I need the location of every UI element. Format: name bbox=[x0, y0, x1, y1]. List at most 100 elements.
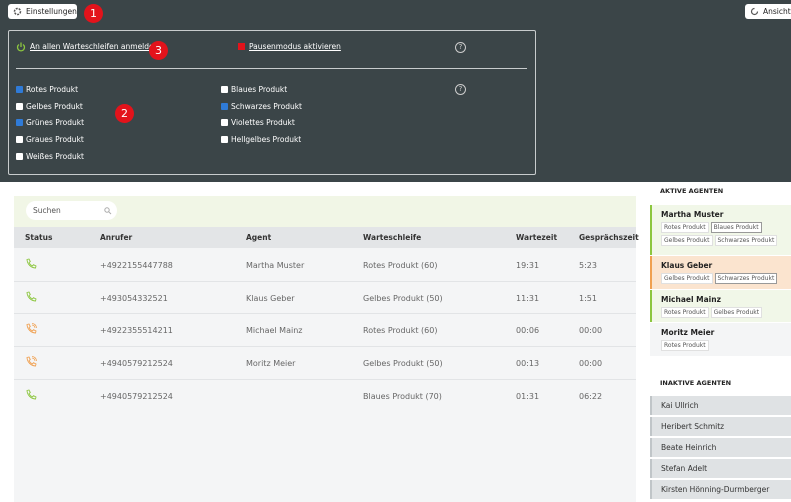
cell: Martha Muster bbox=[246, 261, 305, 270]
cell: 11:31 bbox=[516, 293, 540, 303]
phone-icon bbox=[26, 389, 37, 400]
section-title: INAKTIVE AGENTEN bbox=[660, 379, 732, 387]
search-input[interactable]: Suchen bbox=[26, 201, 117, 220]
agent-name: Moritz Meier bbox=[661, 328, 715, 337]
agent-card: Klaus Geber Gelbes Produkt Schwarzes Produ… bbox=[650, 256, 791, 289]
cell: +4940579212524 bbox=[100, 391, 173, 401]
section-title: AKTIVE AGENTEN bbox=[660, 187, 724, 195]
tags: Gelbes Produkt Schwarzes Produkt bbox=[661, 273, 791, 286]
checkbox[interactable] bbox=[221, 136, 228, 144]
pause-link[interactable]: Pausenmodus aktivieren bbox=[249, 42, 341, 51]
row-divider bbox=[14, 346, 636, 348]
phone-icon bbox=[26, 258, 37, 269]
label: Einstellungen bbox=[26, 7, 77, 16]
cell: 01:31 bbox=[516, 391, 540, 401]
cell: 00:06 bbox=[516, 326, 540, 336]
table-header bbox=[14, 227, 636, 248]
queue-tag: Rotes Produkt bbox=[661, 340, 709, 351]
help-icon[interactable]: ? bbox=[455, 84, 466, 95]
power-icon bbox=[16, 42, 26, 52]
row-divider bbox=[14, 313, 636, 315]
help-icon[interactable]: ? bbox=[455, 42, 466, 53]
cell: Moritz Meier bbox=[246, 359, 296, 369]
queue-checkbox[interactable]: Graues Produkt bbox=[16, 135, 84, 144]
cell: +4922155447788 bbox=[100, 261, 173, 270]
column-header: Gesprächszeit bbox=[579, 233, 639, 242]
queue-checkbox[interactable]: Hellgelbes Produkt bbox=[221, 135, 301, 144]
column-header: Warteschleife bbox=[363, 233, 422, 242]
row-divider bbox=[14, 378, 636, 380]
checkbox[interactable] bbox=[16, 152, 23, 160]
checkbox[interactable] bbox=[16, 119, 23, 127]
search-bar bbox=[14, 196, 636, 227]
inactive-agent: Heribert Schmitz bbox=[650, 417, 791, 436]
settings-button[interactable]: Einstellungen bbox=[8, 4, 77, 19]
queue-tag: Schwarzes Produkt bbox=[714, 235, 778, 246]
label: Violettes Produkt bbox=[231, 118, 295, 128]
queue-checkbox[interactable]: Schwarzes Produkt bbox=[221, 102, 302, 111]
queue-checkbox[interactable]: Blaues Produkt bbox=[221, 85, 287, 94]
label: Weißes Produkt bbox=[26, 151, 85, 161]
view-button[interactable]: Ansicht ä bbox=[745, 4, 791, 19]
checkbox[interactable] bbox=[16, 86, 23, 93]
cell: 06:22 bbox=[579, 391, 603, 401]
queue-tag: Schwarzes Produkt bbox=[714, 273, 778, 284]
cell: Rotes Produkt (60) bbox=[363, 261, 438, 270]
checkbox[interactable] bbox=[16, 102, 23, 110]
phone-icon bbox=[26, 356, 37, 367]
label: Hellgelbes Produkt bbox=[231, 135, 302, 145]
status-icon bbox=[25, 356, 37, 368]
agent-card: Moritz Meier Rotes Produkt bbox=[650, 323, 791, 356]
label: Blaues Produkt bbox=[231, 85, 288, 94]
agent-card: Martha Muster Rotes Produkt Blaues Produkt… bbox=[650, 205, 791, 255]
queue-checkbox[interactable]: Weißes Produkt bbox=[16, 152, 84, 161]
inactive-agent: Kai Ullrich bbox=[650, 396, 791, 415]
agent-name: Martha Muster bbox=[661, 210, 724, 219]
checkbox[interactable] bbox=[221, 119, 228, 127]
cell: 5:23 bbox=[579, 261, 597, 270]
phone-icon bbox=[26, 323, 37, 334]
checkbox[interactable] bbox=[221, 102, 228, 110]
cell: +4940579212524 bbox=[100, 359, 173, 369]
login-link[interactable]: An allen Warteschleifen anmelden bbox=[30, 42, 159, 51]
placeholder: Suchen bbox=[33, 206, 61, 215]
divider bbox=[16, 68, 527, 69]
queue-checkbox[interactable]: Grünes Produkt bbox=[16, 118, 84, 127]
label: Ansicht ä bbox=[763, 7, 791, 16]
queue-tag: Gelbes Produkt bbox=[661, 273, 713, 284]
table-body bbox=[14, 248, 636, 502]
phone-icon bbox=[26, 291, 37, 302]
queue-tag: Blaues Produkt bbox=[710, 222, 762, 233]
queue-checkbox[interactable]: Violettes Produkt bbox=[221, 118, 295, 127]
badge: 1 bbox=[84, 4, 103, 23]
refresh-icon bbox=[750, 7, 759, 16]
label: Grünes Produkt bbox=[26, 118, 85, 128]
checkbox[interactable] bbox=[221, 86, 228, 93]
agent-name: Klaus Geber bbox=[661, 261, 713, 270]
status-icon bbox=[25, 323, 37, 335]
cell: Michael Mainz bbox=[246, 326, 303, 336]
tags: Rotes Produkt Blaues Produkt Gelbes Produk… bbox=[661, 222, 791, 248]
column-header: Wartezeit bbox=[516, 233, 558, 242]
column-header: Status bbox=[25, 233, 53, 242]
column-header: Anrufer bbox=[100, 233, 133, 242]
status-icon bbox=[25, 291, 37, 303]
queue-checkbox[interactable]: Gelbes Produkt bbox=[16, 102, 83, 111]
cell: Gelbes Produkt (50) bbox=[363, 293, 443, 303]
label: Graues Produkt bbox=[26, 135, 84, 145]
queue-checkbox[interactable]: Rotes Produkt bbox=[16, 85, 78, 94]
checkbox[interactable] bbox=[16, 136, 23, 144]
column-header: Agent bbox=[246, 233, 272, 242]
label: Rotes Produkt bbox=[26, 85, 79, 94]
queue-tag: Rotes Produkt bbox=[661, 222, 709, 233]
cell: 00:00 bbox=[579, 326, 603, 336]
cell: Klaus Geber bbox=[246, 293, 295, 303]
pause-icon bbox=[238, 43, 245, 50]
cell: Gelbes Produkt (50) bbox=[363, 359, 443, 369]
agent-card: Michael Mainz Rotes Produkt Gelbes Produkt bbox=[650, 290, 791, 322]
search-icon bbox=[104, 207, 112, 215]
queue-tag: Gelbes Produkt bbox=[710, 307, 763, 318]
cell: +4922355514211 bbox=[100, 326, 173, 336]
label: Gelbes Produkt bbox=[26, 101, 83, 111]
